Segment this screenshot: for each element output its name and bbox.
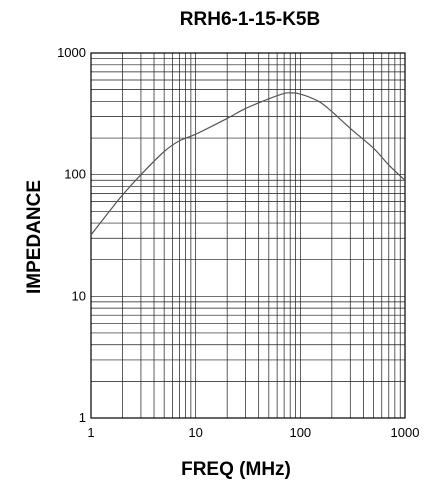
y-tick-label: 1 bbox=[79, 410, 86, 425]
y-tick-label: 10 bbox=[72, 288, 86, 303]
y-tick-labels: 1 10 100 1000 bbox=[57, 45, 86, 425]
x-tick-labels: 1 10 100 1000 bbox=[87, 425, 419, 440]
chart-title: RRH6-1-15-K5B bbox=[180, 9, 320, 30]
x-tick-label: 10 bbox=[188, 425, 202, 440]
impedance-curve bbox=[90, 92, 406, 236]
x-tick-label: 100 bbox=[289, 425, 311, 440]
x-tick-label: 1 bbox=[87, 425, 94, 440]
x-axis-label: FREQ (MHz) bbox=[181, 459, 291, 480]
x-tick-label: 1000 bbox=[391, 425, 420, 440]
y-tick-label: 1000 bbox=[57, 45, 86, 60]
y-axis-label: IMPEDANCE bbox=[24, 180, 45, 294]
y-tick-label: 100 bbox=[64, 167, 86, 182]
plot-frame bbox=[90, 52, 406, 419]
grid bbox=[90, 53, 405, 419]
